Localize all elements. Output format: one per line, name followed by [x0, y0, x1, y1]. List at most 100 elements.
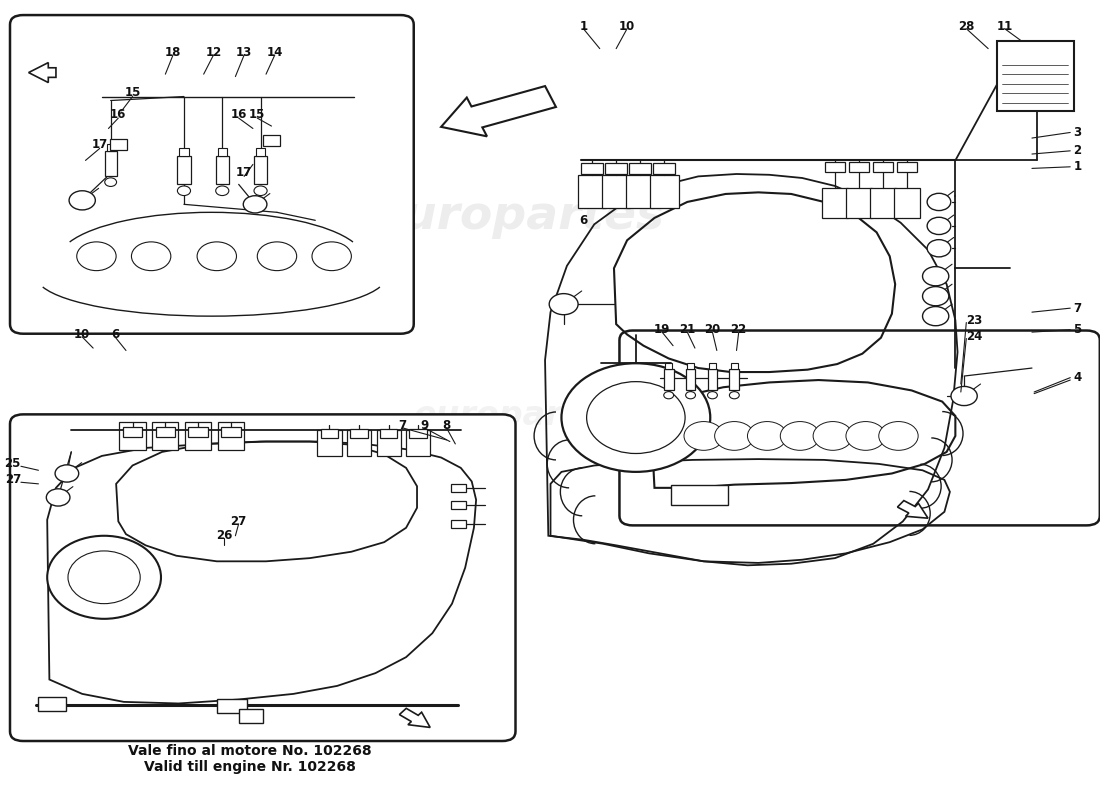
Text: 6: 6 [111, 328, 119, 341]
Bar [254, 157, 267, 184]
Bar [39, 697, 66, 711]
Bar [110, 139, 128, 150]
Text: 14: 14 [266, 46, 283, 59]
Text: 9: 9 [420, 419, 429, 432]
Circle shape [197, 242, 236, 270]
Text: 10: 10 [619, 20, 635, 33]
Text: 15: 15 [124, 86, 141, 99]
Circle shape [177, 186, 190, 195]
Text: 6: 6 [580, 214, 587, 227]
Text: Vale fino al motore No. 102268: Vale fino al motore No. 102268 [128, 744, 372, 758]
Bar [730, 363, 738, 370]
Circle shape [77, 242, 117, 270]
Text: 13: 13 [236, 46, 252, 59]
Circle shape [131, 242, 170, 270]
Circle shape [663, 392, 673, 399]
Bar [406, 430, 430, 456]
Bar [825, 162, 845, 171]
Bar [822, 187, 848, 218]
Circle shape [846, 422, 886, 450]
Bar [379, 429, 397, 438]
Bar [688, 363, 694, 370]
Bar [107, 144, 114, 151]
Bar [894, 187, 921, 218]
Text: 16: 16 [231, 107, 246, 121]
Circle shape [715, 422, 754, 450]
Text: 5: 5 [1074, 323, 1081, 336]
Circle shape [748, 422, 786, 450]
Bar [451, 502, 466, 510]
Text: 17: 17 [236, 166, 252, 179]
Text: 4: 4 [1074, 371, 1081, 384]
Circle shape [312, 242, 351, 270]
Text: 21: 21 [679, 323, 695, 336]
FancyArrow shape [29, 62, 56, 82]
Bar [123, 427, 142, 437]
Bar [318, 430, 341, 456]
Circle shape [813, 422, 852, 450]
Circle shape [923, 266, 949, 286]
Bar [451, 484, 466, 492]
Bar [185, 422, 211, 450]
Text: europartes: europartes [801, 404, 956, 428]
Circle shape [729, 392, 739, 399]
Text: 24: 24 [966, 330, 982, 342]
Circle shape [685, 392, 695, 399]
FancyBboxPatch shape [619, 330, 1100, 526]
Text: 10: 10 [74, 328, 90, 341]
Bar [155, 427, 175, 437]
Bar [218, 422, 244, 450]
Circle shape [46, 489, 70, 506]
Text: europartes: europartes [414, 399, 622, 433]
Bar [263, 135, 280, 146]
Bar [602, 174, 630, 208]
Bar [350, 429, 367, 438]
Bar [409, 429, 427, 438]
Text: 11: 11 [997, 20, 1013, 33]
Bar [217, 698, 248, 713]
Text: 15: 15 [249, 107, 265, 121]
Text: 7: 7 [1074, 302, 1081, 314]
Bar [997, 41, 1074, 111]
Bar [120, 422, 145, 450]
Bar [729, 370, 739, 390]
Circle shape [254, 186, 267, 195]
Text: 27: 27 [231, 515, 246, 528]
Circle shape [879, 422, 918, 450]
Circle shape [707, 392, 717, 399]
Bar [256, 148, 265, 157]
Bar [216, 157, 229, 184]
Bar [376, 430, 400, 456]
Circle shape [216, 186, 229, 195]
Bar [321, 429, 338, 438]
Circle shape [68, 551, 140, 604]
Circle shape [104, 178, 117, 186]
Text: 18: 18 [165, 46, 182, 59]
Bar [152, 422, 178, 450]
Circle shape [923, 306, 949, 326]
Circle shape [923, 286, 949, 306]
Text: Valid till engine Nr. 102268: Valid till engine Nr. 102268 [144, 760, 355, 774]
Bar [451, 520, 466, 528]
Bar [870, 187, 896, 218]
Circle shape [561, 363, 711, 472]
Text: 7: 7 [398, 419, 407, 432]
Text: 17: 17 [91, 138, 108, 151]
Bar [873, 162, 893, 171]
FancyArrow shape [441, 86, 556, 136]
FancyBboxPatch shape [10, 414, 516, 741]
Circle shape [47, 536, 161, 619]
Bar [707, 370, 717, 390]
Text: 1: 1 [1074, 160, 1081, 174]
Text: 23: 23 [966, 314, 982, 326]
FancyArrow shape [399, 708, 430, 727]
Bar [629, 163, 651, 174]
Circle shape [927, 194, 950, 210]
Text: 16: 16 [110, 107, 126, 121]
Bar [605, 163, 627, 174]
Bar [898, 162, 917, 171]
Text: 2: 2 [1074, 144, 1081, 158]
Circle shape [549, 294, 579, 314]
Text: 8: 8 [442, 419, 451, 432]
Bar [685, 370, 695, 390]
